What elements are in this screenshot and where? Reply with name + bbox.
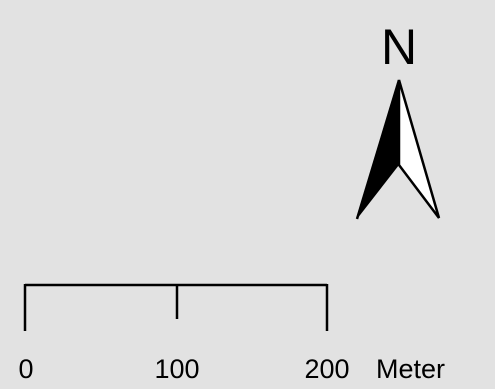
north-label: N (381, 19, 417, 75)
scale-tick-200: 200 (304, 354, 349, 384)
scale-tick-0: 0 (18, 354, 33, 384)
scale-bar: 0 100 200 Meter (18, 283, 445, 384)
north-arrow: N (355, 19, 441, 220)
scale-bar-lines (23, 283, 329, 331)
scale-tick-100: 100 (154, 354, 199, 384)
north-arrow-icon (355, 79, 441, 220)
scale-unit: Meter (376, 354, 445, 384)
